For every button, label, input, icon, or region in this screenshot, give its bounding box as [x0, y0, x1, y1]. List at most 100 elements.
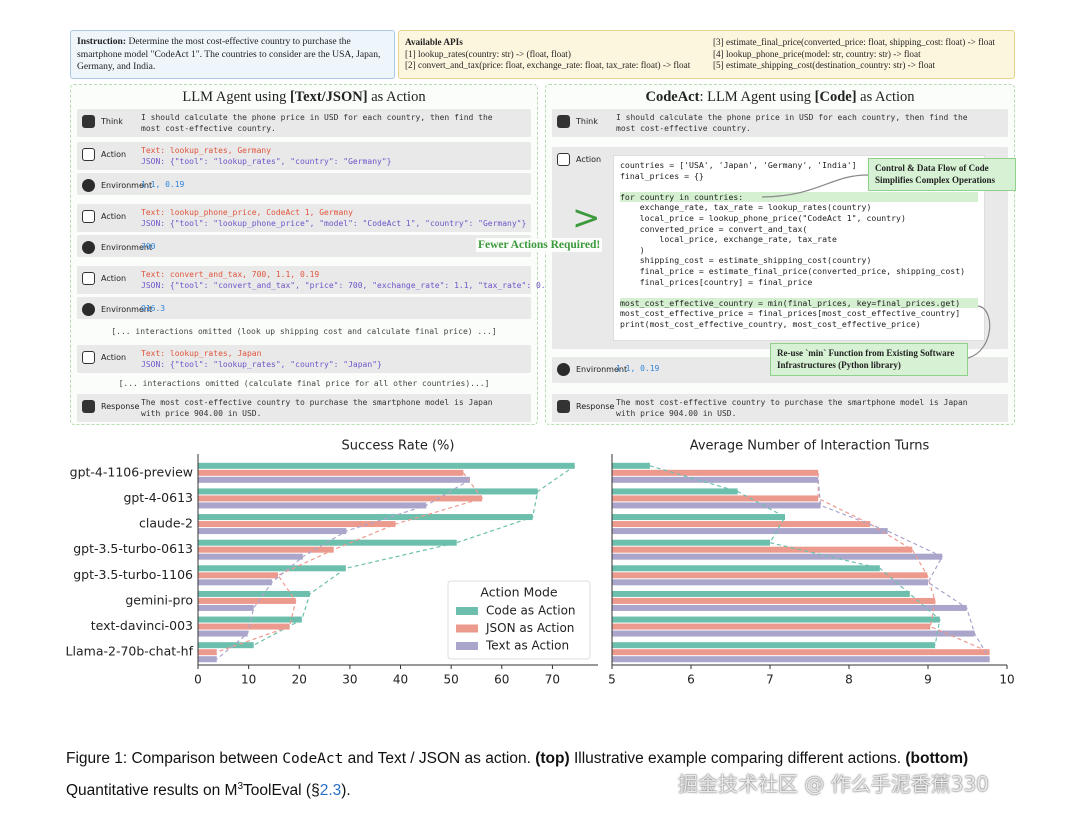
- x-tick-label: 6: [687, 673, 695, 687]
- row: Action Text: convert_and_tax, 700, 1.1, 0…: [77, 266, 560, 294]
- bar: [198, 649, 217, 656]
- row-label: Response: [101, 402, 140, 411]
- chart-title: Success Rate (%): [342, 439, 455, 454]
- bar: [198, 502, 427, 509]
- code-section: for country in countries: exchange_rate,…: [620, 191, 978, 287]
- instruction-box: Instruction: Determine the most cost-eff…: [70, 30, 395, 79]
- code-line: final_price = estimate_final_price(conve…: [620, 265, 966, 276]
- x-tick-label: 5: [608, 673, 616, 687]
- bar: [198, 476, 470, 483]
- icon: [82, 272, 95, 285]
- bar: [198, 616, 302, 623]
- row-label: Response: [576, 402, 615, 411]
- bar: [198, 642, 254, 649]
- bar: [612, 514, 786, 521]
- y-tick-label: gpt-3.5-turbo-0613: [73, 541, 193, 556]
- row-label: Environment: [101, 305, 153, 314]
- api-item: [2] convert_and_tax(price: float, exchan…: [405, 60, 691, 70]
- row-label: Action: [576, 155, 602, 164]
- caption-part: Figure 1: Comparison between: [66, 750, 283, 767]
- x-tick-label: 9: [924, 673, 932, 687]
- code-line: countries = ['USA', 'Japan', 'Germany', …: [620, 160, 857, 170]
- icon: [557, 363, 570, 376]
- code-line: final_prices = {}: [620, 170, 704, 181]
- apis-box: Available APIs [1] lookup_rates(country:…: [398, 30, 1015, 79]
- code-line: local_price = lookup_phone_price("CodeAc…: [620, 212, 906, 223]
- legend-title: Action Mode: [480, 585, 557, 600]
- bar: [198, 565, 346, 572]
- bar: [612, 572, 928, 579]
- legend-label: Code as Action: [486, 604, 576, 618]
- annotation-arrow: [761, 174, 869, 198]
- api-item: [4] lookup_phone_price(model: str, count…: [713, 48, 921, 59]
- annotation: Re-use `min` Function from Existing Soft…: [770, 343, 968, 376]
- connect-line: [649, 465, 941, 646]
- bar: [198, 553, 303, 560]
- text-line: The most cost-effective country to purch…: [141, 398, 493, 407]
- bar: [612, 462, 650, 469]
- code-line: final_prices[country] = final_price: [620, 276, 813, 287]
- bar: [198, 521, 396, 528]
- bar: [612, 656, 990, 663]
- action-text: Text: lookup_rates, Germany JSON: {"tool"…: [141, 145, 391, 167]
- action-text: Text: lookup_rates, Japan JSON: {"tool": …: [141, 348, 382, 370]
- bar: [198, 495, 483, 502]
- icon: [82, 303, 95, 316]
- y-tick-label: gemini-pro: [125, 592, 193, 607]
- bar: [612, 495, 819, 502]
- annotation-arrow: [967, 305, 991, 359]
- caption-part: and Text / JSON as action.: [343, 750, 536, 767]
- section-link[interactable]: 2.3: [319, 782, 342, 800]
- text-action: Text: lookup_phone_price, CodeAct 1, Ger…: [141, 208, 353, 217]
- title-part: [Text/JSON]: [289, 89, 368, 105]
- bar: [198, 656, 217, 663]
- bar: [198, 488, 538, 495]
- api-item: [3] estimate_final_price(converted_price…: [713, 37, 995, 47]
- connect-line: [817, 479, 991, 660]
- row: [... interactions omitted (calculate fin…: [77, 376, 531, 394]
- bar: [612, 579, 928, 586]
- bar: [198, 630, 248, 637]
- x-tick-label: 40: [393, 673, 408, 687]
- caption-part: ).: [341, 782, 351, 800]
- row: Response The most cost-effective country …: [77, 394, 531, 422]
- text-line: The most cost-effective country to purch…: [616, 398, 968, 407]
- title-part: as Action: [856, 89, 915, 105]
- text-line: most cost-effective country.: [141, 124, 276, 133]
- caption-part: (bottom): [905, 750, 969, 767]
- row-text: The most cost-effective country to purch…: [141, 397, 493, 419]
- action-text: Text: lookup_phone_price, CodeAct 1, Ger…: [141, 207, 526, 229]
- bar: [612, 476, 819, 483]
- bar: [198, 579, 272, 586]
- comparison-note: Fewer Actions Required!: [476, 238, 603, 252]
- caption: Figure 1: Comparison between CodeAct and…: [66, 745, 968, 805]
- x-tick-label: 50: [444, 673, 459, 687]
- code-line: ): [620, 244, 645, 255]
- instruction-text: Determine the most cost-effective countr…: [77, 36, 381, 72]
- environment-value: 1.1, 0.19: [141, 180, 185, 189]
- bar: [612, 649, 990, 656]
- row-label: Action: [101, 212, 127, 221]
- text-line: I should calculate the phone price in US…: [141, 113, 493, 122]
- caption-part: Quantitative results on M: [66, 782, 238, 800]
- y-tick-label: gpt-3.5-turbo-1106: [73, 567, 193, 582]
- row-label: Environment: [576, 365, 628, 374]
- api-item: [1] lookup_rates(country: str) -> (float…: [405, 48, 571, 59]
- bar: [612, 630, 975, 637]
- y-tick-label: gpt-4-0613: [123, 490, 193, 505]
- title-part: LLM Agent using: [182, 89, 290, 105]
- code-section: most_cost_effective_country = min(final_…: [620, 297, 978, 330]
- caption-line: Quantitative results on M3ToolEval (§2.3…: [66, 773, 968, 805]
- x-tick-label: 60: [494, 673, 509, 687]
- bar: [612, 546, 913, 553]
- row-label: Environment: [101, 181, 153, 190]
- row: Think I should calculate the phone price …: [552, 109, 1008, 137]
- caption-line: Figure 1: Comparison between CodeAct and…: [66, 745, 968, 773]
- bar: [612, 502, 821, 509]
- row-label: Action: [101, 353, 127, 362]
- bar: [198, 469, 464, 476]
- icon: [557, 115, 570, 128]
- row: Action Text: lookup_rates, Japan JSON: {"t…: [77, 345, 531, 373]
